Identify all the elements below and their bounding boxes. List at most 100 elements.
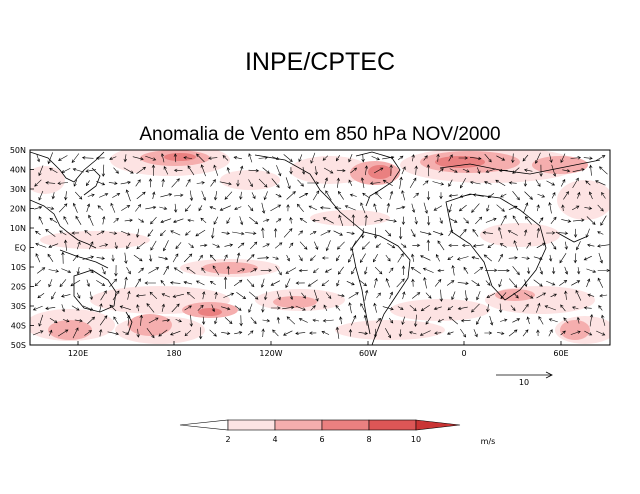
wind-vector xyxy=(63,216,69,225)
wind-vector xyxy=(474,266,484,275)
wind-vector xyxy=(522,303,529,312)
wind-vector xyxy=(133,254,143,262)
wind-vector xyxy=(82,305,94,311)
wind-vector xyxy=(138,218,145,223)
wind-vector xyxy=(469,156,482,161)
wind-vector xyxy=(120,180,131,185)
colorbar-segment-below-2 xyxy=(179,419,229,431)
wind-vector xyxy=(536,242,546,249)
wind-vector xyxy=(160,153,165,163)
wind-vector xyxy=(85,169,97,173)
wind-vector xyxy=(32,330,44,336)
wind-vector xyxy=(463,266,469,274)
wind-vector xyxy=(464,290,469,302)
wind-vector xyxy=(38,314,44,327)
wind-vector xyxy=(261,328,265,338)
wind-vector xyxy=(184,330,192,337)
wind-vector xyxy=(96,181,106,186)
wind-vector xyxy=(425,292,432,299)
colorbar-segment-6-8 xyxy=(321,419,370,431)
wind-vector xyxy=(99,303,103,313)
africa-coast xyxy=(445,193,547,301)
wind-vector xyxy=(72,168,84,173)
wind-vector xyxy=(232,231,245,236)
wind-vector xyxy=(436,153,440,162)
wind-vector xyxy=(239,315,243,327)
wind-vector xyxy=(61,304,66,313)
wind-vector xyxy=(449,218,458,223)
colorbar-segment-2-4 xyxy=(227,419,276,431)
wind-vector xyxy=(200,243,208,248)
wind-vector xyxy=(60,294,71,298)
wind-vector xyxy=(258,156,269,160)
wind-vector xyxy=(375,243,381,248)
wind-vector xyxy=(484,331,493,335)
wind-vector xyxy=(551,164,557,177)
wind-vector xyxy=(139,314,143,326)
wind-vector xyxy=(337,190,344,200)
wind-vector xyxy=(456,256,469,261)
wind-vector xyxy=(136,166,147,175)
wind-vector xyxy=(263,191,268,201)
wind-vector xyxy=(48,243,59,248)
wind-vector xyxy=(283,228,293,238)
lon-axis xyxy=(77,341,562,345)
wind-vector xyxy=(524,216,532,225)
lat-label-eq: EQ xyxy=(15,244,26,253)
wind-vector xyxy=(588,191,593,200)
wind-vector xyxy=(485,217,497,223)
wind-vector xyxy=(71,231,80,235)
wind-vector xyxy=(447,256,454,261)
wind-vector xyxy=(485,168,496,173)
wind-vector xyxy=(258,178,268,188)
wind-vector xyxy=(477,167,481,175)
wind-vector xyxy=(136,304,140,312)
wind-vector xyxy=(597,268,610,273)
wind-vector xyxy=(512,191,520,201)
wind-vector xyxy=(223,292,235,298)
wind-vector xyxy=(336,241,345,250)
wind-vector xyxy=(173,168,183,173)
lat-label-10n: 10N xyxy=(10,224,26,233)
wind-vector xyxy=(75,215,82,225)
wind-vector xyxy=(299,241,308,250)
wind-vector xyxy=(539,266,543,275)
wind-vector xyxy=(571,280,581,286)
wind-vector xyxy=(57,181,69,185)
wind-vector xyxy=(371,156,380,161)
wind-vector xyxy=(58,203,68,213)
wind-vector xyxy=(214,291,218,299)
wind-vector xyxy=(72,254,79,262)
wind-vector xyxy=(336,255,340,262)
wind-vector xyxy=(34,230,41,236)
wind-vector xyxy=(212,243,221,248)
wind-vector xyxy=(420,255,431,261)
map-subtitle: Anomalia de Vento em 850 hPa NOV/2000 xyxy=(139,124,500,145)
wind-vector xyxy=(360,302,366,313)
wind-vector xyxy=(196,153,205,163)
wind-vector xyxy=(289,167,293,175)
wind-vector xyxy=(70,279,81,287)
wind-vector xyxy=(550,241,557,250)
wind-vector xyxy=(234,206,242,210)
wind-vector xyxy=(236,179,240,187)
wind-vector xyxy=(86,203,91,213)
wind-vector xyxy=(426,215,431,226)
wind-vector xyxy=(573,228,578,238)
wind-vector xyxy=(149,291,158,300)
wind-vector xyxy=(583,255,592,261)
wind-vector xyxy=(312,318,320,323)
wind-vector xyxy=(472,228,479,237)
wind-vector xyxy=(175,242,182,250)
wind-vector xyxy=(173,203,178,213)
wind-vector xyxy=(88,214,94,226)
wind-vector xyxy=(286,204,290,212)
wind-vector xyxy=(560,178,566,187)
wind-vector xyxy=(49,168,58,173)
new-zealand-coast xyxy=(125,311,133,335)
wind-vector xyxy=(523,292,534,299)
lat-label-30s: 30S xyxy=(11,302,26,311)
se-asia-coast xyxy=(30,199,97,249)
wind-vector xyxy=(114,242,118,250)
wind-vector xyxy=(250,268,258,273)
